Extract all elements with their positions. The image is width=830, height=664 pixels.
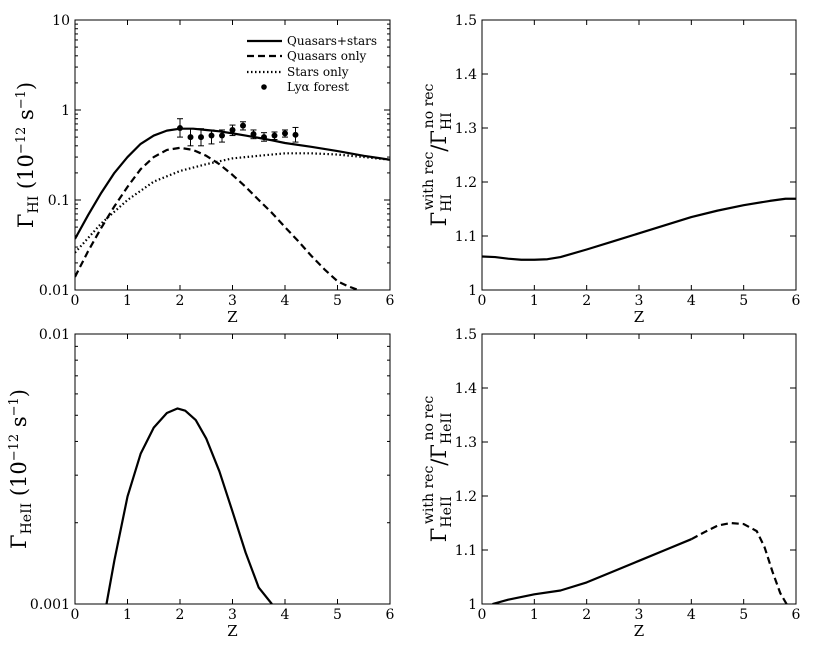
- x-tick-label: 1: [123, 293, 132, 309]
- legend-marker-dot: [261, 84, 267, 90]
- x-tick-label: 6: [386, 293, 395, 309]
- data-point: [198, 134, 204, 141]
- panel-gamma-hi: 0 1 2 3 4 5 6 0.01 0.1 1 10 Z ΓHI (10−12 s−1) Quas…: [14, 13, 395, 326]
- y-tick-label: 1.5: [455, 327, 477, 343]
- x-tick-label: 1: [123, 607, 132, 623]
- x-tick-label: 5: [739, 293, 748, 309]
- y-tick-label: 0.01: [39, 283, 70, 299]
- legend-label-quasars-only: Quasars only: [287, 49, 367, 63]
- y-tick-label: 1.3: [455, 435, 477, 451]
- series-line-ratio-dashed: [690, 521, 788, 604]
- y-tick-label: 1.2: [455, 175, 477, 191]
- x-tick-label: 6: [792, 607, 801, 623]
- x-axis-label: Z: [227, 308, 237, 326]
- x-tick-label: 4: [687, 293, 696, 309]
- y-tick-label: 1.3: [455, 121, 477, 137]
- data-point: [208, 132, 215, 139]
- data-point: [292, 131, 299, 138]
- y-axis-label: ΓHeIIwith rec/ΓHeIIno rec: [421, 396, 455, 543]
- x-tick-label: 0: [478, 293, 487, 309]
- x-axis-label: Z: [227, 622, 237, 640]
- y-tick-label: 1: [61, 103, 70, 119]
- x-axis-label: Z: [634, 308, 644, 326]
- x-tick-label: 5: [333, 293, 342, 309]
- y-tick-label: 0.01: [39, 327, 70, 343]
- x-tick-label: 4: [281, 293, 290, 309]
- x-tick-label: 4: [281, 607, 290, 623]
- y-axis-label: ΓHeII (10−12 s−1): [7, 389, 35, 549]
- series-line-ratio: [482, 197, 796, 261]
- y-tick-label: 1.2: [455, 489, 477, 505]
- x-tick-label: 0: [478, 607, 487, 623]
- y-tick-label: 10: [52, 13, 70, 29]
- data-point: [229, 126, 236, 133]
- legend-label-stars-only: Stars only: [287, 65, 349, 79]
- x-tick-label: 5: [333, 607, 342, 623]
- x-tick-label: 2: [176, 607, 185, 623]
- data-point: [240, 122, 246, 129]
- plot-frame: [74, 333, 391, 605]
- x-tick-label: 6: [792, 293, 801, 309]
- x-tick-label: 3: [228, 607, 237, 623]
- x-tick-label: 3: [228, 293, 237, 309]
- panel-ratio-hi: 0 1 2 3 4 5 611.11.21.31.41.5 Z ΓHIwith rec/ΓH…: [421, 13, 801, 326]
- legend: Quasars+stars Quasars only Stars only Ly…: [247, 34, 377, 94]
- y-tick-label: 1.1: [455, 543, 477, 559]
- x-tick-label: 1: [530, 607, 539, 623]
- legend-label-lya-forest: Lyα forest: [287, 80, 349, 94]
- x-tick-label: 6: [386, 607, 395, 623]
- legend-label-quasars-stars: Quasars+stars: [287, 34, 377, 48]
- y-axis-label: ΓHI (10−12 s−1): [14, 82, 42, 228]
- x-tick-label: 2: [176, 293, 185, 309]
- data-point: [282, 130, 288, 137]
- y-tick-label: 1.4: [455, 381, 477, 397]
- x-tick-label: 0: [71, 293, 80, 309]
- y-tick-label: 1.5: [455, 13, 477, 29]
- panel-ratio-heii: 0 1 2 3 4 5 611.11.21.31.41.5 Z ΓHeIIwith rec/…: [421, 327, 801, 640]
- x-tick-label: 2: [582, 293, 591, 309]
- data-point: [219, 132, 225, 139]
- y-tick-label: 1.4: [455, 67, 477, 83]
- y-tick-label: 1: [468, 597, 477, 613]
- x-tick-label: 5: [739, 607, 748, 623]
- series-line-heii: [105, 407, 273, 604]
- x-tick-label: 4: [687, 607, 696, 623]
- series-line-ratio-solid: [492, 538, 692, 604]
- data-point: [261, 134, 267, 141]
- y-tick-label: 0.001: [30, 597, 70, 613]
- x-tick-label: 3: [635, 607, 644, 623]
- data-point: [250, 131, 257, 138]
- y-axis-label: ΓHIwith rec/ΓHIno rec: [421, 83, 455, 226]
- panel-gamma-heii: 0 1 2 3 4 5 6 0.001 0.01 Z ΓHeII (10−12 s−1): [7, 327, 395, 640]
- data-point: [271, 132, 278, 139]
- series-line-quasars-only: [75, 146, 359, 290]
- series-line-stars-only: [75, 152, 390, 254]
- x-tick-label: 2: [582, 607, 591, 623]
- y-tick-label: 1: [468, 283, 477, 299]
- y-tick-label: 0.1: [48, 193, 70, 209]
- x-axis-label: Z: [634, 622, 644, 640]
- x-tick-label: 3: [635, 293, 644, 309]
- series-line-quasars-stars: [75, 127, 390, 240]
- x-tick-label: 1: [530, 293, 539, 309]
- data-point: [187, 134, 194, 141]
- y-tick-label: 1.1: [455, 229, 477, 245]
- x-tick-label: 0: [71, 607, 80, 623]
- plot-frame: [481, 333, 797, 605]
- data-point: [177, 125, 183, 132]
- plot-frame: [481, 19, 797, 291]
